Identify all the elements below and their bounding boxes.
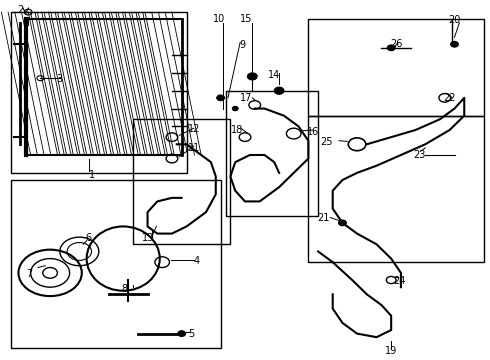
Text: 19: 19 xyxy=(385,346,397,356)
Circle shape xyxy=(451,41,459,47)
Text: 12: 12 xyxy=(188,124,200,134)
Text: 11: 11 xyxy=(188,143,200,153)
Text: 14: 14 xyxy=(268,69,280,80)
Circle shape xyxy=(387,45,395,51)
Text: 13: 13 xyxy=(143,233,155,243)
Circle shape xyxy=(339,220,346,226)
Text: 8: 8 xyxy=(121,284,127,294)
Text: 17: 17 xyxy=(240,93,253,103)
Text: 2: 2 xyxy=(17,5,23,15)
Text: 10: 10 xyxy=(213,14,225,24)
Circle shape xyxy=(274,87,284,94)
Circle shape xyxy=(178,331,186,337)
Text: 7: 7 xyxy=(26,269,33,279)
Text: 5: 5 xyxy=(188,329,195,339)
Text: 22: 22 xyxy=(443,93,456,103)
Text: 6: 6 xyxy=(85,233,91,243)
Circle shape xyxy=(217,95,224,101)
Circle shape xyxy=(232,107,238,111)
Text: 3: 3 xyxy=(57,74,63,84)
Text: 1: 1 xyxy=(89,170,95,180)
Text: 24: 24 xyxy=(393,276,406,286)
Text: 4: 4 xyxy=(193,256,199,266)
Text: 16: 16 xyxy=(307,127,319,137)
Text: 25: 25 xyxy=(320,137,333,147)
Text: 15: 15 xyxy=(240,14,253,24)
Text: 26: 26 xyxy=(390,39,402,49)
Text: 23: 23 xyxy=(413,150,426,160)
Text: 9: 9 xyxy=(240,40,245,50)
Circle shape xyxy=(247,73,257,80)
Text: 18: 18 xyxy=(231,125,243,135)
Text: 21: 21 xyxy=(317,213,329,223)
Text: 20: 20 xyxy=(448,15,461,25)
